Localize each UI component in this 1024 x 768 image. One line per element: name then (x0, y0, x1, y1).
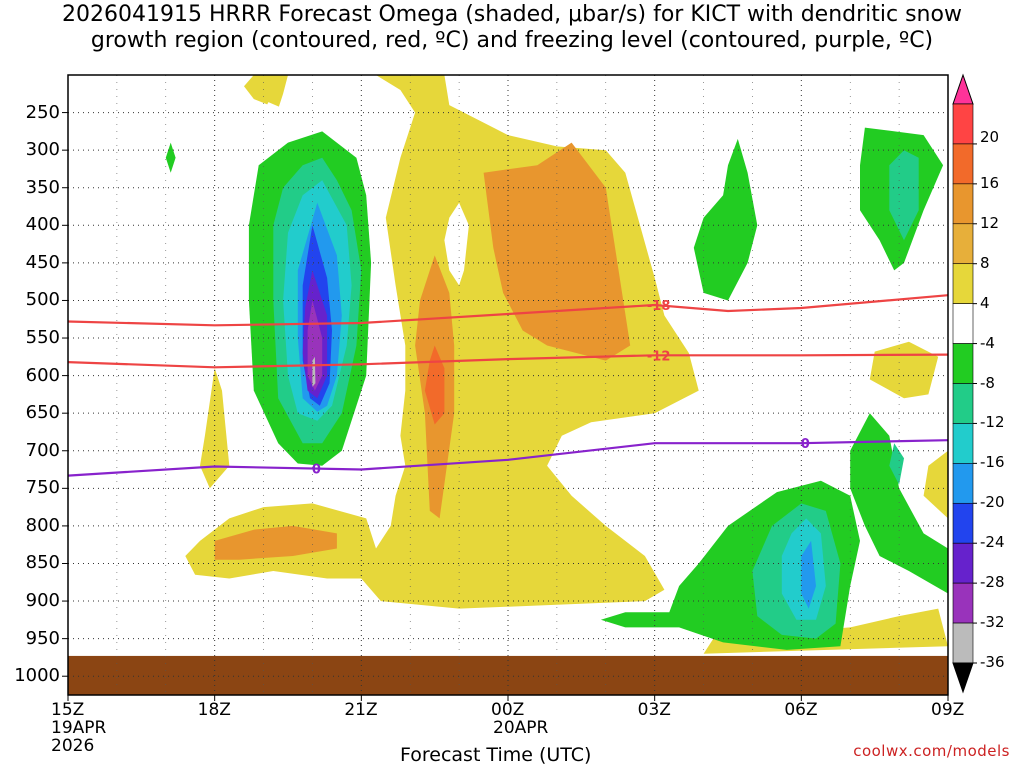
omega-region-30 (801, 540, 816, 609)
colorbar-band-13 (952, 622, 974, 664)
colorbar-label-9: -20 (980, 493, 1005, 512)
y-tick-label-750: 750 (25, 477, 60, 499)
colorbar-bottom-arrow (952, 662, 974, 694)
y-tick-label-900: 900 (25, 590, 60, 612)
x-tick-label-3-1: 20APR (493, 718, 549, 738)
colorbar-label-4: 4 (980, 293, 990, 312)
contour-label-1-0: -12 (647, 349, 671, 364)
chart-title-line-2: growth region (contoured, red, ºC) and f… (90, 28, 934, 53)
omega-region-0 (244, 75, 288, 109)
colorbar-top-arrow (952, 73, 974, 105)
y-tick-label-450: 450 (25, 251, 60, 273)
omega-region-12 (444, 202, 469, 286)
omega-region-10 (424, 345, 445, 425)
x-tick-label-2-0: 21Z (344, 700, 378, 720)
contour-label-0-0: -18 (647, 299, 671, 314)
omega-region-1 (361, 75, 699, 609)
colorbar-band-6 (952, 343, 974, 384)
contour-label-2-0: 0 (312, 463, 321, 478)
chart-title-line-1: 2026041915 HRRR Forecast Omega (shaded, … (62, 2, 962, 27)
x-tick-label-0-0: 15Z (51, 700, 85, 720)
y-tick-label-500: 500 (25, 289, 60, 311)
y-tick-label-250: 250 (25, 101, 60, 123)
colorbar-label-7: -12 (980, 413, 1005, 432)
colorbar-band-7 (952, 383, 974, 424)
y-tick-label-650: 650 (25, 402, 60, 424)
omega-region-7 (483, 142, 631, 361)
y-tick-label-600: 600 (25, 364, 60, 386)
y-tick-label-400: 400 (25, 214, 60, 236)
omega-region-3 (200, 368, 230, 489)
colorbar-band-0 (952, 103, 974, 145)
colorbar-label-2: 12 (980, 213, 1000, 232)
omega-region-17 (850, 413, 948, 594)
chart-title: 2026041915 HRRR Forecast Omega (shaded, … (0, 2, 1024, 54)
y-tick-label-350: 350 (25, 176, 60, 198)
x-tick-label-4-0: 03Z (637, 700, 671, 720)
colorbar-band-2 (952, 183, 974, 225)
colorbar-label-6: -8 (980, 373, 995, 392)
credit-text[interactable]: coolwx.com/models (853, 742, 1010, 760)
colorbar-label-0: 20 (980, 127, 1000, 146)
colorbar-label-1: 16 (980, 173, 1000, 192)
y-tick-label-1000: 1000 (14, 665, 60, 687)
colorbar-band-9 (952, 463, 974, 504)
contour-label-2-1: 0 (801, 437, 810, 452)
x-axis-title: Forecast Time (UTC) (400, 744, 592, 766)
omega-region-6 (923, 450, 948, 519)
colorbar-label-12: -32 (980, 613, 1005, 632)
y-tick-label-550: 550 (25, 327, 60, 349)
y-tick-label-950: 950 (25, 627, 60, 649)
omega-region-20 (889, 150, 919, 241)
x-tick-label-5-0: 06Z (784, 700, 818, 720)
x-tick-label-0-2: 2026 (51, 736, 95, 756)
x-tick-label-6-0: 09Z (931, 700, 965, 720)
colorbar-band-5 (952, 303, 974, 344)
omega-region-29 (312, 356, 316, 387)
omega-region-15 (693, 138, 758, 301)
contour-line-0 (67, 294, 949, 327)
omega-region-9 (214, 525, 337, 560)
omega-region-21 (889, 443, 904, 485)
colorbar-band-10 (952, 502, 974, 544)
y-tick-label-800: 800 (25, 514, 60, 536)
y-tick-label-850: 850 (25, 552, 60, 574)
x-tick-label-1-0: 18Z (197, 700, 231, 720)
colorbar-label-13: -36 (980, 653, 1005, 671)
y-tick-label-700: 700 (25, 439, 60, 461)
colorbar-label-8: -16 (980, 453, 1005, 472)
colorbar-label-5: -4 (980, 333, 995, 352)
contour-line-2 (67, 439, 949, 477)
colorbar-band-12 (952, 582, 974, 624)
colorbar-label-11: -28 (980, 573, 1005, 592)
colorbar-band-1 (952, 143, 974, 185)
contour-line-1 (67, 353, 949, 369)
colorbar-band-8 (952, 423, 974, 464)
colorbar-band-4 (952, 263, 974, 304)
colorbar-label-10: -24 (980, 533, 1005, 552)
colorbar-band-11 (952, 542, 974, 584)
x-tick-label-3-0: 00Z (491, 700, 525, 720)
omega-region-14 (165, 142, 176, 173)
x-tick-label-0-1: 19APR (51, 718, 107, 738)
colorbar-label-3: 8 (980, 253, 990, 272)
colorbar-band-3 (952, 223, 974, 265)
y-tick-label-300: 300 (25, 139, 60, 161)
